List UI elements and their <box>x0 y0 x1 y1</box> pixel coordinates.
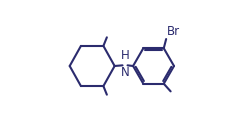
Text: Br: Br <box>167 25 180 38</box>
Text: N: N <box>121 66 130 79</box>
Text: H: H <box>121 49 130 62</box>
